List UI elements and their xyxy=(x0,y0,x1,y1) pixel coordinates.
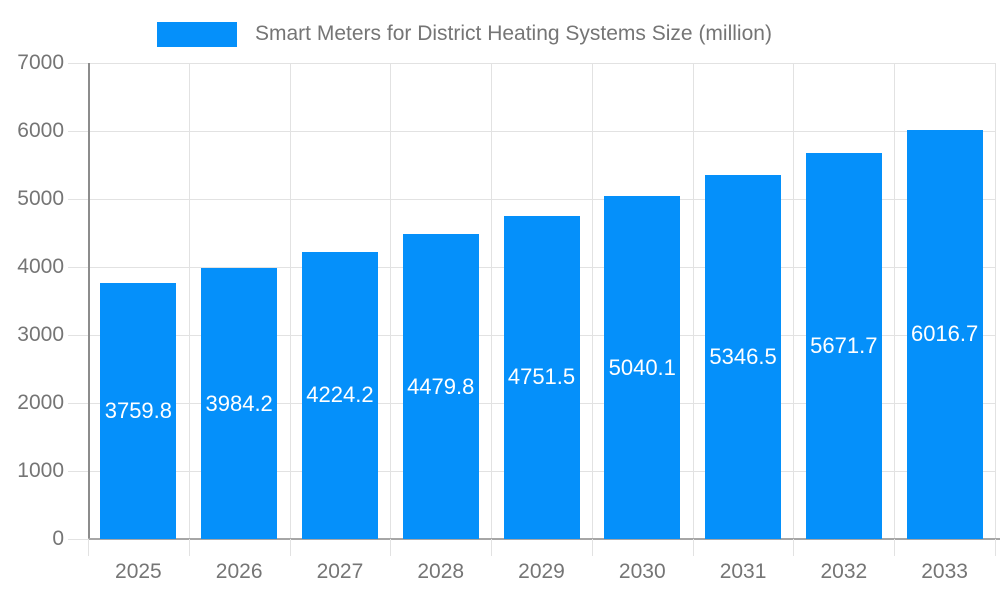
x-axis-line xyxy=(88,538,1000,540)
gridline-v xyxy=(894,63,896,539)
x-axis-label: 2032 xyxy=(820,560,868,583)
x-axis-tick xyxy=(491,539,493,556)
x-axis-tick xyxy=(188,539,190,556)
gridline-v xyxy=(289,63,291,539)
x-axis-label: 2026 xyxy=(215,560,263,583)
bar[interactable] xyxy=(503,215,580,539)
x-axis-tick xyxy=(390,539,392,556)
gridline-v xyxy=(188,63,190,539)
y-axis-label: 6000 xyxy=(17,119,64,142)
bar[interactable] xyxy=(100,283,177,539)
gridline-v xyxy=(491,63,493,539)
y-axis-label: 5000 xyxy=(17,187,64,210)
gridline-h xyxy=(88,199,995,200)
x-axis-label: 2027 xyxy=(316,560,364,583)
y-axis-tick xyxy=(68,539,88,540)
gridline-h xyxy=(88,131,995,132)
x-axis-tick xyxy=(894,539,896,556)
y-axis-tick xyxy=(68,63,88,64)
x-axis-label: 2028 xyxy=(417,560,465,583)
bar[interactable] xyxy=(604,196,681,539)
bar[interactable] xyxy=(301,251,378,539)
legend-item[interactable]: Smart Meters for District Heating System… xyxy=(157,21,772,47)
bar[interactable] xyxy=(705,175,782,539)
x-axis-label: 2030 xyxy=(618,560,666,583)
y-axis-label: 7000 xyxy=(17,51,64,74)
y-axis-label: 3000 xyxy=(17,323,64,346)
bar[interactable] xyxy=(201,268,278,539)
x-axis-tick xyxy=(692,539,694,556)
gridline-v xyxy=(692,63,694,539)
y-axis-label: 0 xyxy=(52,527,64,550)
x-axis-tick xyxy=(88,539,89,556)
x-axis-tick xyxy=(289,539,291,556)
gridline-h xyxy=(88,63,995,64)
y-axis-label: 1000 xyxy=(17,459,64,482)
y-axis-label: 4000 xyxy=(17,255,64,278)
y-axis-tick xyxy=(68,199,88,200)
legend-swatch xyxy=(157,21,237,47)
x-axis-tick xyxy=(591,539,593,556)
gridline-v xyxy=(995,63,996,539)
y-axis-line xyxy=(88,63,90,539)
bar[interactable] xyxy=(402,234,479,539)
y-axis-tick xyxy=(68,335,88,336)
bar[interactable] xyxy=(906,129,983,539)
legend-label: Smart Meters for District Heating System… xyxy=(255,22,772,45)
gridline-v xyxy=(591,63,593,539)
x-axis-label: 2025 xyxy=(115,560,162,583)
gridline-v xyxy=(793,63,795,539)
y-axis-tick xyxy=(68,267,88,268)
x-axis-label: 2029 xyxy=(518,560,565,583)
bar[interactable] xyxy=(805,153,882,539)
y-axis-tick xyxy=(68,403,88,404)
y-axis-label: 2000 xyxy=(17,391,64,414)
x-axis-label: 2033 xyxy=(921,560,968,583)
y-axis-tick xyxy=(68,471,88,472)
y-axis-tick xyxy=(68,131,88,132)
x-axis-tick xyxy=(995,539,996,556)
x-axis-label: 2031 xyxy=(719,560,767,583)
gridline-v xyxy=(390,63,392,539)
x-axis-tick xyxy=(793,539,795,556)
